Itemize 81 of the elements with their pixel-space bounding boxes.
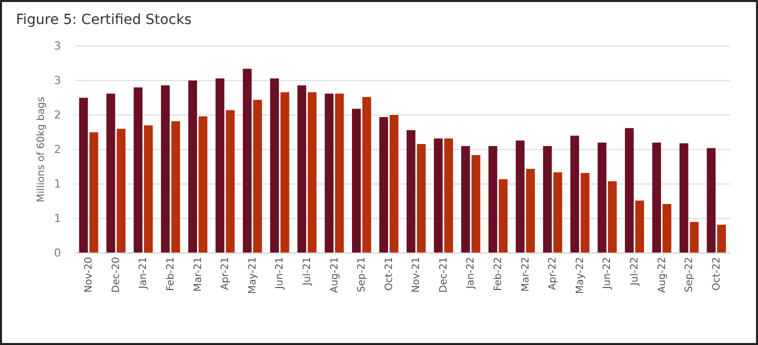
bar — [690, 222, 699, 253]
bar — [226, 110, 235, 253]
bar — [106, 94, 116, 253]
bar — [270, 78, 279, 253]
bar — [89, 132, 98, 253]
x-tick-label: Aug-22 — [656, 257, 668, 293]
x-tick-label: Jan-22 — [466, 257, 477, 290]
x-tick-label: Dec-21 — [438, 257, 450, 293]
x-tick-label: Apr-21 — [220, 257, 232, 290]
bar — [652, 142, 661, 253]
x-tick-label: Jun-22 — [602, 257, 614, 290]
x-tick-label: Oct-22 — [711, 257, 722, 291]
bar — [116, 128, 126, 253]
bar — [580, 172, 590, 253]
x-tick-label: Jun-21 — [274, 257, 286, 290]
bar — [570, 136, 580, 253]
bar — [472, 155, 480, 253]
bar — [635, 200, 644, 253]
x-tick-label: Nov-21 — [411, 257, 422, 293]
bar — [352, 108, 361, 253]
x-tick-label: Oct-21 — [384, 257, 395, 291]
x-tick-label: Aug-21 — [329, 257, 340, 293]
bar — [335, 94, 344, 253]
bar — [160, 85, 170, 253]
bar — [624, 128, 634, 253]
bar — [406, 130, 416, 253]
bar — [662, 204, 672, 253]
x-tick-label: Jul-21 — [302, 257, 313, 286]
y-axis-title: Millions of 60kg bags — [36, 96, 47, 202]
x-tick-label: Jan-21 — [138, 257, 150, 290]
bar — [188, 80, 198, 253]
y-tick-label: 0 — [54, 246, 61, 260]
x-tick-label: Nov-20 — [84, 257, 95, 293]
bar — [543, 146, 552, 253]
x-tick-label: Mar-21 — [192, 257, 204, 292]
bar — [308, 92, 317, 253]
bar — [706, 148, 716, 253]
x-tick-label: Mar-22 — [520, 257, 532, 292]
bar — [242, 68, 252, 253]
bar — [516, 140, 525, 253]
bar — [526, 168, 535, 253]
x-tick-label: Feb-22 — [493, 257, 504, 292]
y-tick-label: 1 — [54, 178, 61, 191]
bar — [608, 181, 617, 253]
bar — [461, 146, 470, 253]
x-tick-label: Apr-22 — [548, 257, 559, 290]
bar — [379, 117, 388, 253]
bar — [680, 143, 688, 253]
bar — [444, 138, 453, 253]
x-tick-label: May-21 — [247, 257, 258, 294]
bar — [144, 125, 153, 253]
y-tick-label: 2 — [54, 108, 61, 122]
bar — [198, 116, 208, 253]
y-tick-label: 3 — [54, 40, 61, 53]
x-tick-label: Sep-21 — [356, 257, 368, 292]
bar — [171, 121, 180, 253]
y-tick-label: 2 — [54, 143, 61, 156]
bar — [717, 224, 726, 253]
bar — [416, 144, 426, 253]
x-tick-label: Dec-20 — [110, 257, 122, 293]
bar — [598, 142, 606, 253]
bar — [134, 87, 142, 253]
y-tick-label: 1 — [54, 212, 61, 226]
bar — [362, 97, 372, 253]
bar — [280, 92, 290, 253]
chart-title: Figure 5: Certified Stocks — [16, 12, 192, 28]
bar — [216, 78, 224, 253]
bar — [324, 94, 334, 253]
bar — [253, 100, 262, 253]
x-tick-label: Feb-21 — [166, 257, 177, 292]
bar — [297, 85, 306, 253]
bar — [488, 146, 498, 253]
bar — [79, 98, 88, 253]
bar — [434, 138, 443, 253]
bar — [390, 115, 398, 253]
bar — [498, 179, 508, 253]
x-tick-label: Jul-22 — [629, 257, 640, 286]
y-tick-label: 3 — [54, 74, 61, 88]
x-tick-label: Sep-22 — [684, 257, 696, 292]
bar — [553, 172, 562, 253]
x-tick-label: May-22 — [574, 257, 586, 294]
